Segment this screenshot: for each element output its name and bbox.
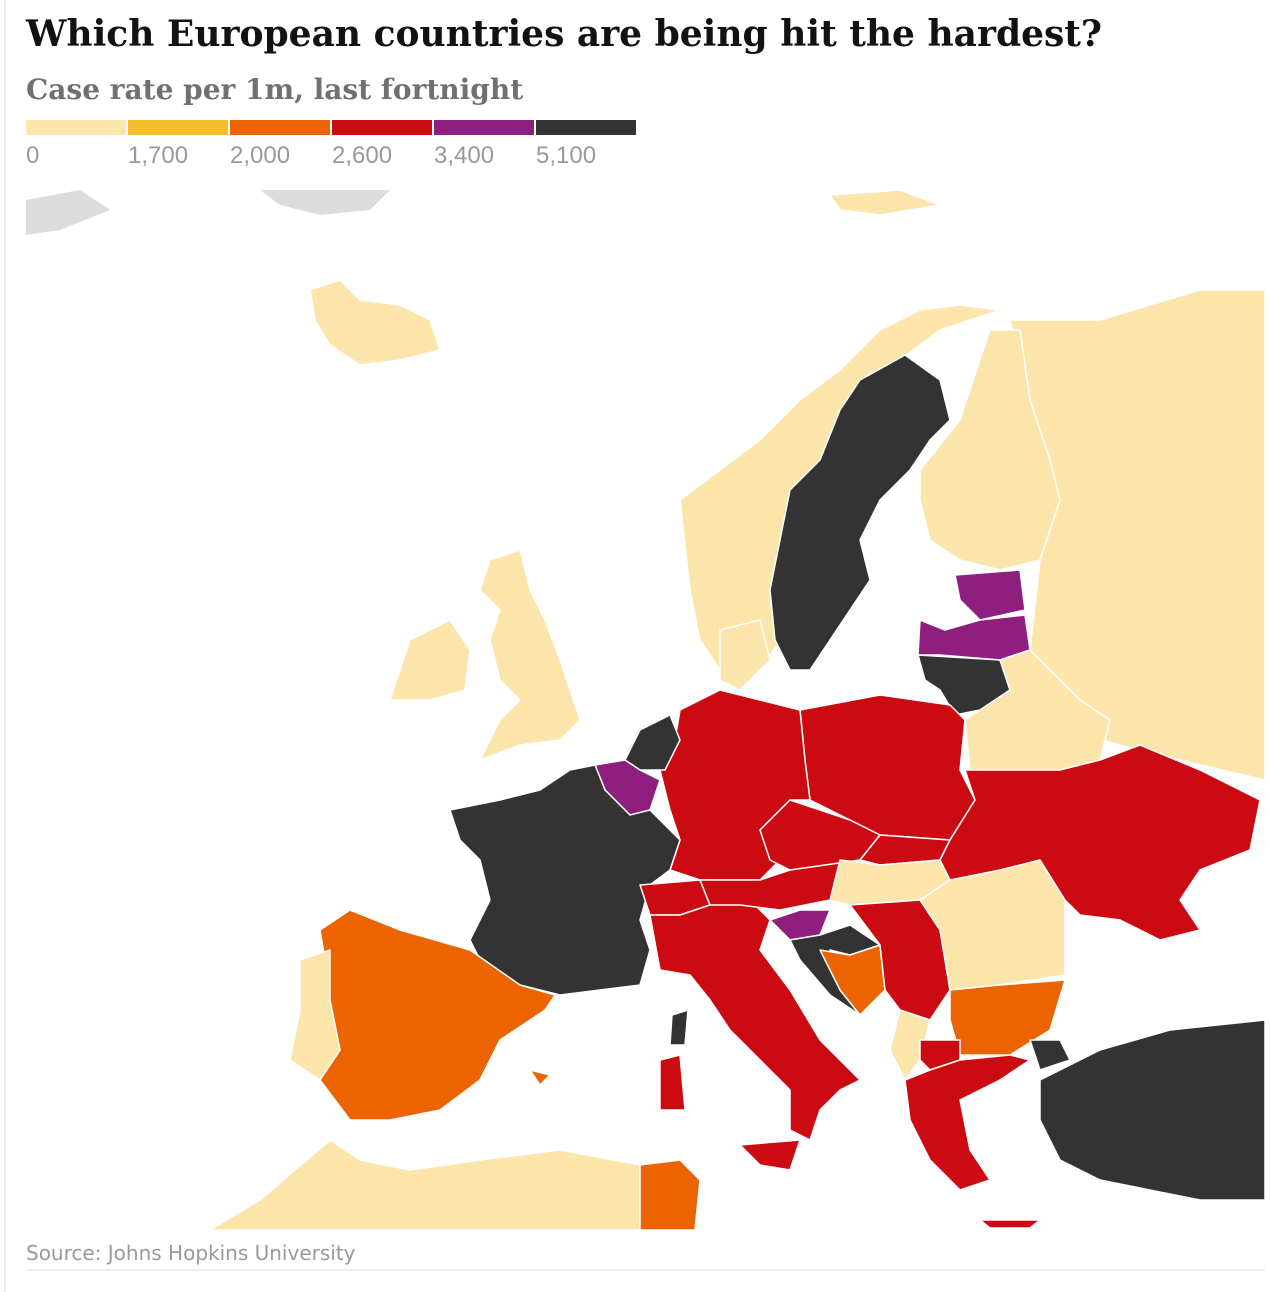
legend: 0 1,700 2,000 2,600 3,400 5,100 (26, 120, 636, 169)
country (904, 1054, 1031, 1191)
source: Source: Johns Hopkins University (26, 1241, 356, 1265)
country (289, 949, 341, 1081)
legend-tick-label: 5,100 (536, 142, 596, 169)
country (979, 1219, 1041, 1229)
legend-swatch (230, 120, 330, 135)
legend-tick-label: 0 (26, 142, 39, 169)
map (26, 189, 1266, 1231)
country (739, 1139, 801, 1171)
country (1039, 1019, 1266, 1201)
legend-tick-label: 3,400 (434, 142, 494, 169)
country (209, 1139, 641, 1231)
legend-swatch (26, 120, 126, 135)
legend-swatch (332, 120, 432, 135)
country (389, 619, 471, 701)
country (769, 354, 951, 671)
legend-tick-label: 2,000 (230, 142, 290, 169)
country (889, 1009, 931, 1081)
country (949, 979, 1066, 1056)
country (309, 279, 441, 366)
subtitle: Case rate per 1m, last fortnight (26, 73, 523, 106)
legend-tick-label: 2,600 (332, 142, 392, 169)
country (829, 189, 941, 216)
country (529, 1069, 551, 1086)
country (939, 744, 1261, 941)
country (449, 764, 681, 996)
legend-swatch (434, 120, 534, 135)
legend-tick-label: 1,700 (128, 142, 188, 169)
country (917, 614, 1031, 661)
legend-swatch (536, 120, 636, 135)
legend-swatch (128, 120, 228, 135)
country (954, 569, 1026, 621)
country (659, 1054, 686, 1111)
title: Which European countries are being hit t… (25, 13, 1102, 55)
country (1029, 1039, 1071, 1071)
land-gray (260, 190, 390, 215)
country (669, 1009, 689, 1046)
country (919, 329, 1061, 571)
country (639, 1159, 701, 1231)
country (769, 909, 831, 941)
country (479, 549, 581, 761)
country (719, 619, 771, 691)
land-gray (26, 190, 110, 235)
